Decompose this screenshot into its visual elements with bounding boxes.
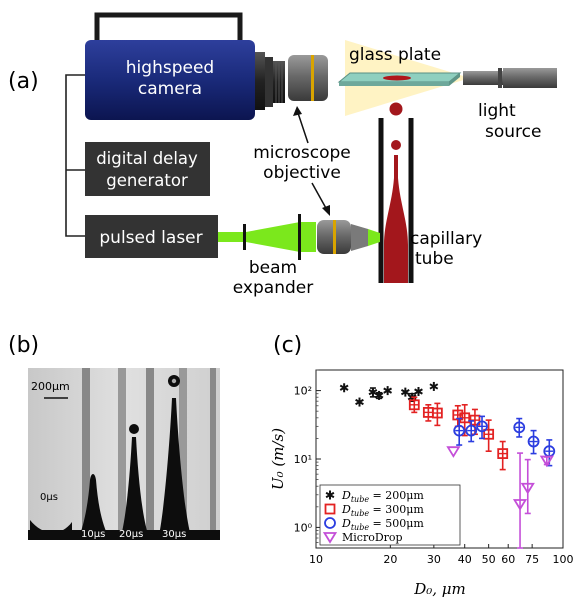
time-label-0: 0μs <box>40 492 58 503</box>
camera-label-line1: highspeed <box>126 58 214 78</box>
data-marker <box>513 421 526 434</box>
beam-expander-label-line1: beam <box>249 258 297 278</box>
data-marker <box>539 455 554 468</box>
capillary-label-line1: capillary <box>410 229 482 249</box>
data-marker <box>527 435 540 448</box>
data-marker <box>520 482 535 495</box>
data-marker <box>431 407 443 419</box>
data-marker <box>355 397 364 407</box>
plot-series <box>339 381 556 549</box>
microscope-label-line1: microscope <box>253 143 351 163</box>
laser-beam <box>218 222 380 252</box>
error-bar <box>499 440 506 471</box>
pulsed-laser: pulsed laser <box>85 215 218 258</box>
panel-a: (a) highspeed camera <box>8 12 557 298</box>
x-axis-label: D₀, μm <box>413 580 466 598</box>
legend-entry: Dtube = 200μm <box>341 489 424 504</box>
data-marker <box>483 428 495 440</box>
x-tick-label: 40 <box>458 553 472 566</box>
data-marker <box>325 490 335 500</box>
glass-plate <box>337 72 462 86</box>
time-label-30: 30μs <box>162 529 186 540</box>
wiring <box>65 74 85 237</box>
data-marker <box>469 414 481 426</box>
time-label-20: 20μs <box>119 529 143 540</box>
data-marker <box>322 532 338 544</box>
error-bar <box>479 415 486 440</box>
microscope-label-line2: objective <box>263 163 341 183</box>
data-marker <box>400 387 410 397</box>
light-source-label-line2: source <box>485 122 541 142</box>
light-source <box>463 68 557 88</box>
x-tick-label: 60 <box>501 553 515 566</box>
data-marker <box>497 448 509 459</box>
data-marker <box>414 386 423 396</box>
panel-b-label: (b) <box>8 333 39 358</box>
x-tick-label: 50 <box>482 553 496 566</box>
x-tick-label: 20 <box>383 553 397 566</box>
data-marker <box>446 446 461 458</box>
delay-label-line2: generator <box>106 171 188 190</box>
series-3 <box>446 446 554 549</box>
legend-entry: Dtube = 300μm <box>341 503 424 518</box>
y-tick-label: 10² <box>294 385 312 398</box>
data-marker <box>324 503 336 515</box>
microscope-arrows <box>293 106 330 216</box>
data-marker <box>374 390 384 400</box>
camera-label-line2: camera <box>138 79 202 99</box>
legend-entry: MicroDrop <box>342 531 403 544</box>
data-marker <box>465 424 478 437</box>
beam-expander-lenses <box>243 214 301 260</box>
x-axis-ticks: 10 20 30 40 50 60 75 100 <box>309 544 574 566</box>
data-marker <box>324 517 336 529</box>
capillary-label-line2: tube <box>415 249 454 269</box>
y-tick-label: 10¹ <box>294 453 312 466</box>
delay-label-line1: digital delay <box>96 149 198 168</box>
data-marker <box>512 499 528 511</box>
light-source-label-line1: light <box>478 101 516 121</box>
error-bar <box>434 402 441 427</box>
data-marker <box>476 420 488 433</box>
data-marker <box>408 399 420 411</box>
x-tick-label: 75 <box>525 553 539 566</box>
x-tick-label: 10 <box>309 553 323 566</box>
legend-box <box>319 484 461 546</box>
digital-delay-generator: digital delay generator <box>85 142 210 196</box>
high-speed-photo <box>28 368 220 540</box>
series-1 <box>408 396 509 471</box>
microscope-objective-lower <box>317 220 368 254</box>
data-marker <box>339 383 349 393</box>
y-tick-label: 10⁰ <box>294 521 313 534</box>
time-label-10: 10μs <box>81 529 105 540</box>
error-bar <box>524 458 531 515</box>
beam-expander-label-line2: expander <box>233 278 313 298</box>
panel-a-label: (a) <box>8 69 39 94</box>
error-bar <box>456 417 463 446</box>
data-marker <box>383 386 393 396</box>
panel-c: (c) 10 20 30 40 50 60 75 100 10⁰ 10¹ 10² Dtube = … <box>269 333 574 598</box>
y-axis-label: U₀ (m/s) <box>269 428 287 490</box>
capillary-tube <box>378 102 414 283</box>
x-tick-label: 30 <box>427 553 441 566</box>
highspeed-camera: highspeed camera <box>85 12 328 120</box>
data-marker <box>429 381 439 391</box>
error-bar <box>485 419 492 453</box>
x-tick-label: 100 <box>553 553 574 566</box>
legend-entry: Dtube = 500μm <box>341 517 424 532</box>
laser-label: pulsed laser <box>99 228 202 248</box>
panel-c-label: (c) <box>273 333 302 358</box>
data-marker <box>453 424 466 437</box>
y-axis-ticks: 10⁰ 10¹ 10² <box>294 369 321 543</box>
scale-bar-label: 200μm <box>31 380 70 393</box>
glass-plate-label: glass plate <box>349 45 441 65</box>
panel-b: (b) 200μm 0μs 10μs 2 <box>8 333 220 540</box>
